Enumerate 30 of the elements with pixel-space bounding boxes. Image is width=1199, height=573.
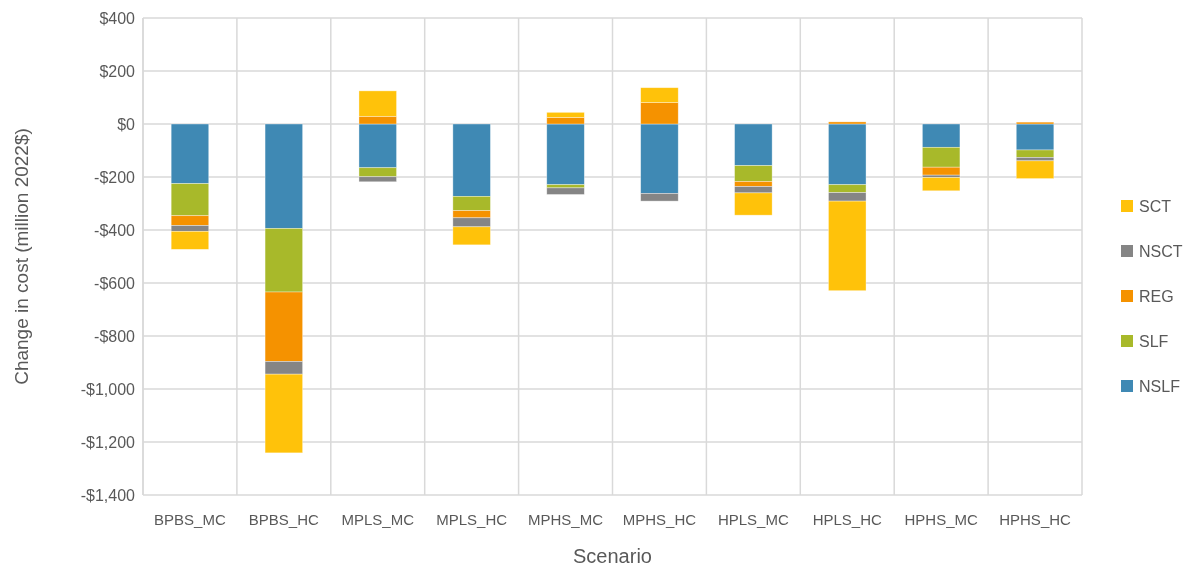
bar — [922, 177, 961, 192]
x-tick-label: HPLS_HC — [812, 511, 883, 528]
y-tick-label: $200 — [99, 62, 136, 80]
y-tick-label: $0 — [117, 115, 136, 133]
x-tick-label: BPBS_HC — [248, 511, 320, 528]
y-tick-label: -$600 — [94, 274, 136, 292]
y-tick-label: -$1,400 — [80, 486, 136, 504]
y-tick-label: -$200 — [94, 168, 136, 186]
x-axis-title: Scenario — [573, 545, 652, 567]
legend-label: SCT — [1139, 197, 1172, 215]
x-tick-label: HPHS_HC — [999, 511, 1072, 528]
x-tick-label: MPHS_MC — [528, 511, 604, 528]
x-tick-label: MPHS_HC — [622, 511, 697, 528]
legend-label: NSCT — [1139, 242, 1183, 260]
y-tick-label: -$1,200 — [80, 433, 136, 451]
bar — [546, 187, 585, 195]
x-tick-label: MPLS_MC — [341, 511, 415, 528]
y-tick-label: -$400 — [94, 221, 136, 239]
y-axis-title: Change in cost (million 2022$) — [11, 128, 32, 385]
legend-label: SLF — [1139, 332, 1169, 350]
bar — [1015, 160, 1055, 179]
x-tick-label: BPBS_MC — [154, 511, 226, 528]
x-tick-label: HPHS_MC — [904, 511, 978, 528]
y-tick-label: -$1,000 — [80, 380, 136, 398]
y-tick-label: -$800 — [94, 327, 136, 345]
legend-label: NSLF — [1139, 377, 1181, 395]
y-tick-label: $400 — [99, 9, 136, 27]
legend-label: REG — [1139, 287, 1174, 305]
x-tick-label: HPLS_MC — [717, 511, 789, 528]
x-tick-label: MPLS_HC — [436, 511, 508, 528]
